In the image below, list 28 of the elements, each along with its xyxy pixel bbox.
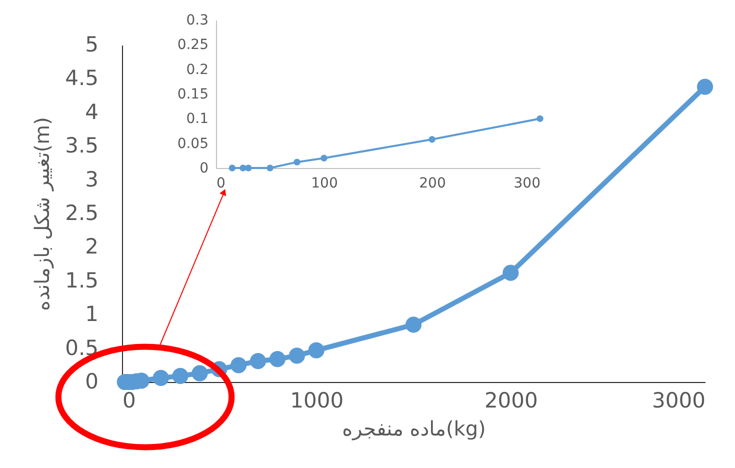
y-tick-label: 0.25 xyxy=(177,37,208,54)
y-tick-label: 5 xyxy=(85,32,98,56)
x-axis-title: ماده منفجره(kg) xyxy=(342,416,486,440)
y-tick-label: 2 xyxy=(85,234,98,259)
y-tick-label: 1 xyxy=(85,302,98,326)
x-tick-label: 2000 xyxy=(484,388,538,412)
y-tick-label: 0.3 xyxy=(186,12,208,28)
y-tick-label: 0 xyxy=(85,370,98,394)
x-tick-label: 3000 xyxy=(652,388,706,412)
x-tick-label: 300 xyxy=(514,176,540,192)
x-tick-label: 200 xyxy=(419,176,446,192)
y-tick-label: 0.5 xyxy=(65,336,98,360)
y-tick-label: 2.5 xyxy=(65,201,98,225)
y-tick-label: 3.5 xyxy=(65,134,98,158)
y-tick-label: 4.5 xyxy=(65,66,98,90)
y-tick-label: 0 xyxy=(200,160,208,176)
x-tick-label: 0 xyxy=(216,176,226,192)
x-tick-label: 1000 xyxy=(290,388,344,412)
y-tick-label: 1.5 xyxy=(65,268,98,292)
y-axis-title: تغییر شکل بازمانده(m) xyxy=(30,117,54,311)
x-tick-label: 100 xyxy=(311,176,338,192)
y-tick-label: 0.1 xyxy=(186,111,208,128)
x-tick-label: 0 xyxy=(122,388,136,412)
y-tick-label: 0.05 xyxy=(177,136,208,152)
y-tick-label: 0.15 xyxy=(177,86,208,102)
y-tick-label: 4 xyxy=(85,100,98,124)
y-tick-label: 0.2 xyxy=(186,62,208,78)
y-tick-label: 3 xyxy=(85,167,98,192)
